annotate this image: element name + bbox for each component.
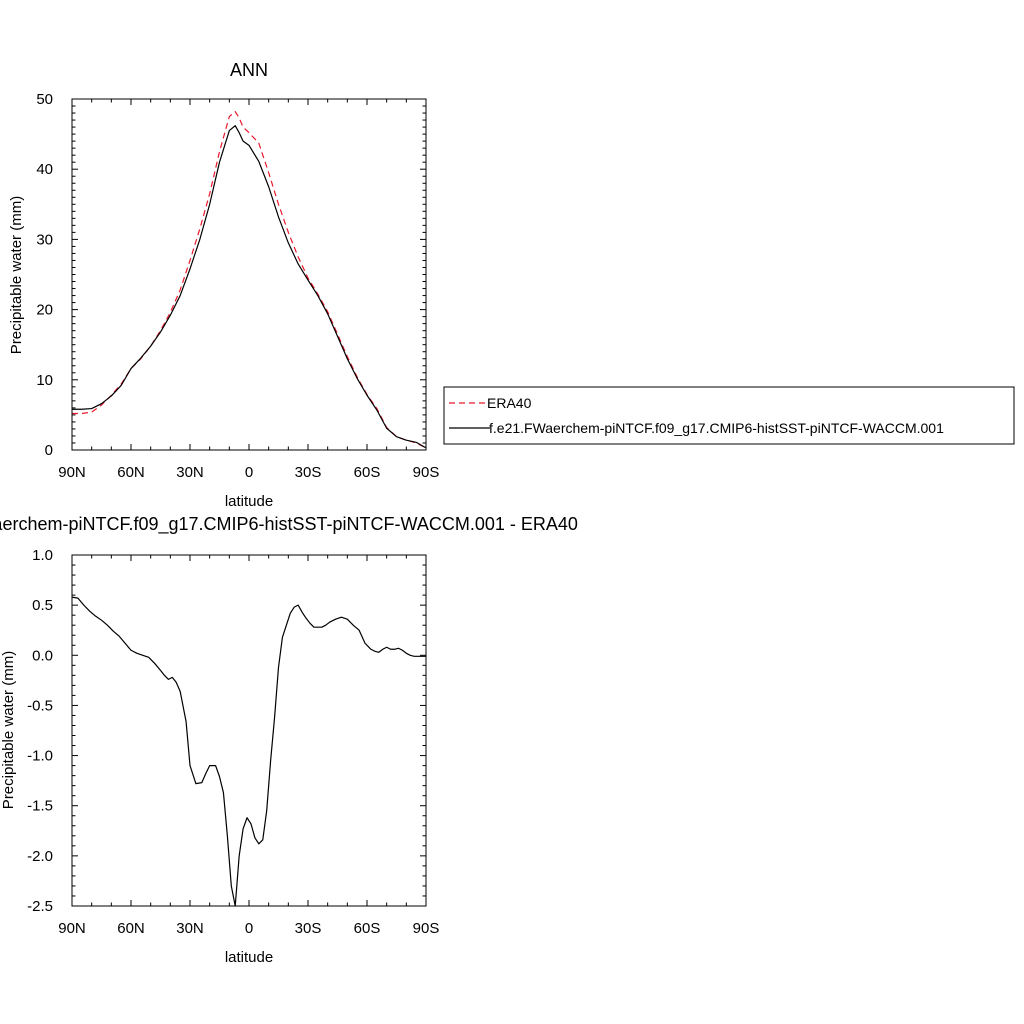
- y-axis-label: Precipitable water (mm): [0, 651, 17, 809]
- y-tick-label: -2.0: [27, 848, 53, 865]
- legend-label-era40: ERA40: [487, 395, 532, 411]
- plot-frame: [71, 554, 427, 907]
- y-tick-labels: 1.0 0.5 0.0 -0.5 -1.0 -1.5 -2.0 -2.5: [27, 547, 53, 915]
- axis-ticks: [71, 554, 427, 907]
- y-tick-label: -1.0: [27, 748, 53, 765]
- legend-label-model: f.e21.FWaerchem-piNTCF.f09_g17.CMIP6-his…: [489, 420, 944, 436]
- x-tick-label: 90N: [58, 920, 86, 937]
- legend: ERA40 f.e21.FWaerchem-piNTCF.f09_g17.CMI…: [443, 386, 1015, 445]
- x-axis-label: latitude: [225, 949, 273, 966]
- x-tick-label: 30N: [176, 464, 204, 481]
- y-tick-labels: 0 10 20 30 40 50: [36, 91, 53, 459]
- x-tick-label: 60S: [354, 464, 381, 481]
- plot-frame: [71, 98, 427, 451]
- y-tick-label: 1.0: [32, 547, 53, 564]
- y-tick-label: 20: [36, 302, 53, 319]
- y-tick-label: 50: [36, 91, 53, 108]
- y-tick-label: 10: [36, 372, 53, 389]
- series-lines: [72, 111, 427, 449]
- y-tick-label: 0.5: [32, 597, 53, 614]
- x-tick-label: 0: [245, 464, 253, 481]
- series-line-0: [72, 111, 427, 449]
- chart-title: f.e21.FWaerchem-piNTCF.f09_g17.CMIP6-his…: [0, 514, 578, 535]
- y-tick-label: 0.0: [32, 647, 53, 664]
- x-tick-labels: 90N 60N 30N 0 30S 60S 90S: [58, 464, 439, 481]
- series-line-1: [72, 125, 427, 449]
- y-tick-label: -1.5: [27, 798, 53, 815]
- y-tick-label: 40: [36, 161, 53, 178]
- x-tick-label: 30S: [295, 920, 322, 937]
- x-tick-label: 0: [245, 920, 253, 937]
- y-tick-label: 0: [45, 442, 53, 459]
- x-tick-label: 30S: [295, 464, 322, 481]
- x-tick-label: 60N: [117, 464, 145, 481]
- x-tick-label: 30N: [176, 920, 204, 937]
- chart-title: ANN: [230, 60, 268, 80]
- climatology-panel: ANN latitude Precipitable water (mm) 90N…: [8, 60, 1015, 510]
- x-tick-label: 90S: [413, 464, 440, 481]
- x-tick-label: 90N: [58, 464, 86, 481]
- series-line-0: [71, 596, 426, 907]
- difference-panel: f.e21.FWaerchem-piNTCF.f09_g17.CMIP6-his…: [0, 514, 578, 966]
- x-tick-label: 60N: [117, 920, 145, 937]
- y-axis-label: Precipitable water (mm): [8, 196, 25, 354]
- x-tick-label: 90S: [413, 920, 440, 937]
- series-lines: [71, 596, 426, 907]
- x-tick-label: 60S: [354, 920, 381, 937]
- y-tick-label: 30: [36, 231, 53, 248]
- x-axis-label: latitude: [225, 493, 273, 510]
- axis-ticks: [71, 98, 427, 451]
- legend-box: [443, 386, 1015, 445]
- x-tick-labels: 90N 60N 30N 0 30S 60S 90S: [58, 920, 439, 937]
- y-tick-label: -2.5: [27, 898, 53, 915]
- y-tick-label: -0.5: [27, 697, 53, 714]
